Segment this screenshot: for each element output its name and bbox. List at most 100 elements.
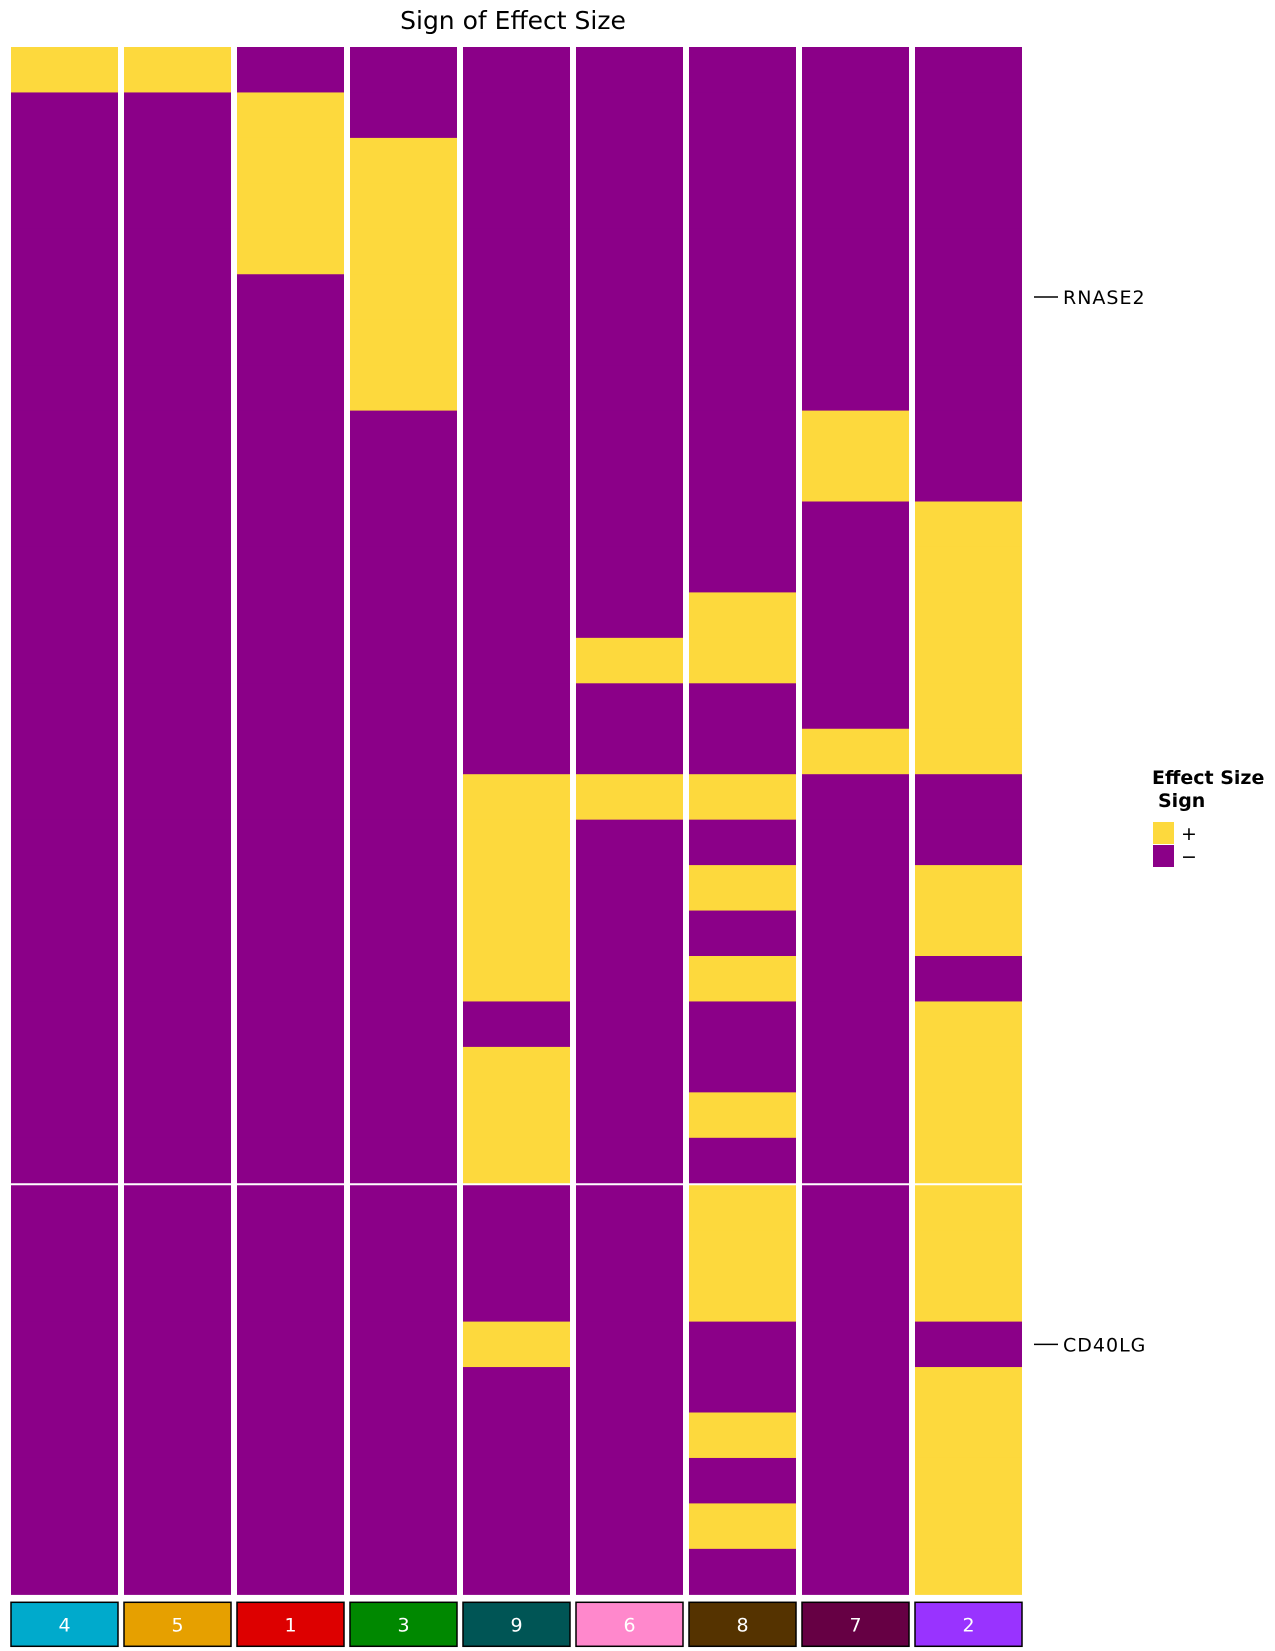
heatmap-cell-7-29 [802,1367,909,1414]
heatmap-cell-6-13 [576,637,683,684]
heatmap-cell-2-0 [915,47,1022,94]
heatmap-cell-4-16 [11,774,118,821]
cluster-label-3: 3 [397,1614,409,1636]
heatmap-cell-7-12 [802,592,909,639]
heatmap-cell-8-14 [689,683,796,730]
heatmap-cell-7-1 [802,92,909,139]
heatmap-cell-6-9 [576,456,683,503]
heatmap-cell-3-11 [350,546,457,593]
heatmap-cell-3-3 [350,183,457,230]
heatmap-cell-8-1 [689,92,796,139]
heatmap-cell-7-30 [802,1412,909,1459]
heatmap-cell-3-22 [350,1046,457,1093]
heatmap-cell-6-22 [576,1046,683,1093]
cluster-label-6: 6 [623,1614,635,1636]
heatmap-cell-2-20 [915,956,1022,1003]
heatmap-cell-2-9 [915,456,1022,503]
heatmap-cell-5-8 [124,410,231,457]
heatmap-cell-5-0 [124,47,231,94]
heatmap-cell-6-10 [576,501,683,548]
heatmap-cell-4-8 [11,410,118,457]
heatmap-cell-5-10 [124,501,231,548]
heatmap-cell-8-13 [689,637,796,684]
heatmap-cell-6-4 [576,228,683,275]
heatmap-cell-4-15 [11,728,118,775]
heatmap-cell-1-31 [237,1457,344,1504]
heatmap-cell-9-25 [463,1185,570,1232]
heatmap-cell-7-15 [802,728,909,775]
cluster-label-1: 1 [284,1614,296,1636]
legend-label-positive: + [1181,823,1197,845]
legend-label-negative: − [1181,846,1197,868]
heatmap-cell-8-4 [689,228,796,275]
heatmap-cell-7-13 [802,637,909,684]
cluster-label-7: 7 [849,1614,861,1636]
heatmap-cell-5-11 [124,546,231,593]
heatmap-cell-7-32 [802,1503,909,1550]
heatmap-cell-6-16 [576,774,683,821]
heatmap-cell-7-24 [802,1137,909,1184]
cluster-box-3 [349,1601,458,1648]
heatmap-cell-3-8 [350,410,457,457]
heatmap-cell-3-14 [350,683,457,730]
heatmap-cell-8-16 [689,774,796,821]
heatmap-cell-8-12 [689,592,796,639]
heatmap-cell-3-2 [350,137,457,184]
cluster-label-2: 2 [962,1614,974,1636]
gene-label-cd40lg: CD40LG [1063,1334,1146,1356]
heatmap-cell-3-7 [350,365,457,412]
heatmap-cell-4-2 [11,137,118,184]
heatmap-cell-6-8 [576,410,683,457]
heatmap-cell-2-31 [915,1457,1022,1504]
heatmap-cell-4-4 [11,228,118,275]
heatmap-cell-1-22 [237,1046,344,1093]
heatmap-cell-8-29 [689,1367,796,1414]
heatmap-cell-9-0 [463,47,570,94]
heatmap-cell-4-21 [11,1001,118,1048]
heatmap-cell-8-17 [689,819,796,866]
heatmap-cell-6-14 [576,683,683,730]
heatmap-cell-1-6 [237,319,344,366]
heatmap-cell-1-21 [237,1001,344,1048]
heatmap-cell-2-15 [915,728,1022,775]
heatmap-cell-3-15 [350,728,457,775]
heatmap-cell-5-20 [124,956,231,1003]
heatmap-cell-7-19 [802,910,909,957]
heatmap-cell-5-12 [124,592,231,639]
heatmap-cell-1-27 [237,1276,344,1323]
heatmap-cell-2-23 [915,1092,1022,1139]
heatmap-cell-6-5 [576,274,683,321]
heatmap-cell-4-13 [11,637,118,684]
heatmap-cell-2-21 [915,1001,1022,1048]
heatmap-cell-9-19 [463,910,570,957]
heatmap-cell-8-24 [689,1137,796,1184]
heatmap-cell-5-16 [124,774,231,821]
heatmap-cell-5-19 [124,910,231,957]
heatmap-cell-7-33 [802,1548,909,1595]
heatmap-cell-5-21 [124,1001,231,1048]
heatmap-cell-2-8 [915,410,1022,457]
heatmap-cell-1-24 [237,1137,344,1184]
heatmap-cell-6-29 [576,1367,683,1414]
heatmap-cell-7-18 [802,865,909,912]
heatmap-cell-5-9 [124,456,231,503]
heatmap-cell-8-19 [689,910,796,957]
heatmap-cell-4-32 [11,1503,118,1550]
heatmap-cell-3-13 [350,637,457,684]
heatmap-cell-7-2 [802,137,909,184]
heatmap-cell-3-33 [350,1548,457,1595]
heatmap-cell-2-12 [915,592,1022,639]
heatmap-cell-8-18 [689,865,796,912]
heatmap-cell-8-32 [689,1503,796,1550]
heatmap-cell-2-5 [915,274,1022,321]
heatmap-cell-2-6 [915,319,1022,366]
heatmap-cell-4-23 [11,1092,118,1139]
heatmap-cell-6-32 [576,1503,683,1550]
legend: Effect Size Sign +− [1152,767,1264,868]
heatmap-cell-6-30 [576,1412,683,1459]
heatmap-cell-1-26 [237,1230,344,1277]
heatmap-cell-5-23 [124,1092,231,1139]
heatmap-cell-7-16 [802,774,909,821]
heatmap-cell-3-32 [350,1503,457,1550]
heatmap-cell-5-7 [124,365,231,412]
